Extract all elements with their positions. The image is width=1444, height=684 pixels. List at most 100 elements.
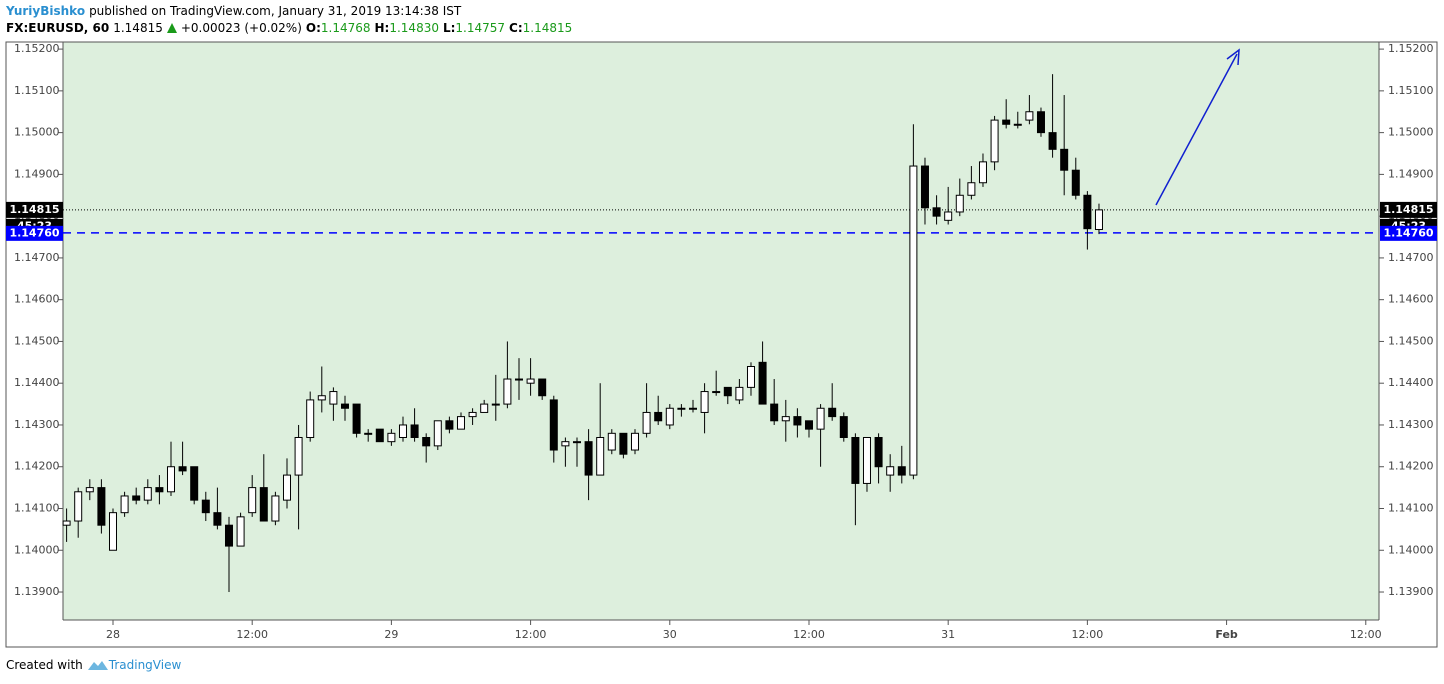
- change: +0.00023 (+0.02%): [180, 21, 302, 35]
- y-tick-label: 1.14700: [1388, 251, 1434, 264]
- candle-body: [1002, 119, 1011, 125]
- candle-body: [723, 386, 732, 397]
- hline-label: 1.14760: [1383, 226, 1433, 239]
- candle-body: [1013, 123, 1022, 126]
- candle-body: [770, 403, 779, 422]
- x-tick-label: 12:00: [515, 628, 547, 641]
- x-tick-label: 29: [384, 628, 398, 641]
- last-price-box: [6, 201, 63, 218]
- x-tick-label: 12:00: [793, 628, 825, 641]
- ohlc-value: 1.14757: [455, 21, 506, 35]
- candle-body: [306, 399, 315, 438]
- candle-body: [630, 432, 639, 451]
- x-tick-label: 12:00: [1350, 628, 1382, 641]
- candle-body: [340, 403, 349, 409]
- y-tick-label: 1.14100: [1388, 501, 1434, 514]
- y-tick-label: 1.15200: [1388, 42, 1434, 55]
- last-price-label: 1.14815: [9, 203, 59, 216]
- y-tick-label: 1.13900: [14, 585, 60, 598]
- arrow-line: [1155, 53, 1238, 206]
- candle-body: [955, 194, 964, 213]
- candle-body: [526, 378, 535, 384]
- y-tick-label: 1.14200: [14, 460, 60, 473]
- candle-body: [828, 407, 837, 418]
- candle-body: [224, 524, 233, 547]
- candle-body: [897, 466, 906, 476]
- candle-body: [178, 466, 187, 472]
- candle-body: [1048, 132, 1057, 150]
- candle-body: [1083, 194, 1092, 230]
- candle-body: [259, 487, 268, 522]
- y-tick-label: 1.15200: [14, 42, 60, 55]
- candle-body: [317, 395, 326, 401]
- publish-line: YuriyBishko published on TradingView.com…: [6, 4, 461, 18]
- y-tick-label: 1.14200: [1388, 460, 1434, 473]
- candle-body: [271, 495, 280, 522]
- author[interactable]: YuriyBishko: [6, 4, 86, 18]
- x-tick-label: 12:00: [236, 628, 268, 641]
- candle-body: [120, 495, 129, 514]
- y-tick-label: 1.14000: [1388, 543, 1434, 556]
- candle-body: [793, 416, 802, 426]
- candle-body: [97, 487, 106, 526]
- candle-body: [213, 512, 222, 526]
- y-tick-label: 1.14300: [14, 418, 60, 431]
- y-tick-label: 1.14600: [1388, 293, 1434, 306]
- candle-body: [665, 407, 674, 426]
- x-tick-label: 30: [663, 628, 677, 641]
- y-tick-label: 1.15000: [14, 126, 60, 139]
- candle-body: [445, 420, 454, 430]
- candle-body: [677, 407, 686, 410]
- candle-body: [572, 441, 581, 444]
- symbol: FX:EURUSD, 60: [6, 21, 110, 35]
- candle-body: [967, 182, 976, 196]
- y-tick-label: 1.13900: [1388, 585, 1434, 598]
- candle-body: [932, 207, 941, 217]
- y-tick-label: 1.14900: [14, 167, 60, 180]
- ohlc-value: 1.14815: [522, 21, 573, 35]
- y-tick-label: 1.14600: [14, 293, 60, 306]
- candle-body: [201, 499, 210, 514]
- tv-logo: [87, 661, 108, 670]
- candle-body: [364, 432, 373, 435]
- candle-body: [688, 407, 697, 410]
- ohlc-label: O:: [305, 21, 321, 35]
- y-tick-label: 1.14300: [1388, 418, 1434, 431]
- candle-body: [920, 165, 929, 209]
- frame: [5, 41, 1438, 648]
- y-tick-label: 1.14700: [14, 251, 60, 264]
- chart: 1.13900 1.13900 1.14000 1.14000 1.14100 1.141…: [5, 41, 1438, 648]
- candle-body: [642, 411, 651, 434]
- candle-body: [804, 420, 813, 430]
- candle-body: [758, 361, 767, 405]
- last-price-label: 1.14815: [1383, 203, 1433, 216]
- candle-body: [607, 432, 616, 451]
- footer-brand[interactable]: TradingView: [108, 658, 182, 672]
- candle-body: [398, 424, 407, 438]
- candle-body: [549, 399, 558, 451]
- y-tick-label: 1.15100: [14, 84, 60, 97]
- candle-body: [1036, 111, 1045, 134]
- y-tick-label: 1.14500: [1388, 334, 1434, 347]
- up-arrow: [166, 23, 177, 33]
- candle-body: [248, 487, 257, 514]
- y-tick-label: 1.15000: [1388, 126, 1434, 139]
- plot-area: [63, 42, 1379, 620]
- ohlc-value: 1.14768: [320, 21, 371, 35]
- candle-body: [503, 378, 512, 405]
- y-tick-label: 1.14000: [14, 543, 60, 556]
- candle-body: [746, 365, 755, 388]
- legend-line: FX:EURUSD, 60 1.14815 +0.00023 (+0.02%) …: [6, 21, 572, 35]
- candle-body: [619, 432, 628, 455]
- candle-body: [816, 407, 825, 430]
- candle-body: [468, 411, 477, 418]
- hline-box: [1380, 225, 1437, 241]
- x-tick-label: 31: [941, 628, 955, 641]
- candle-body: [781, 416, 790, 422]
- candle-body: [851, 436, 860, 484]
- candle-body: [375, 428, 384, 443]
- candle-body: [480, 403, 489, 413]
- candle-body: [62, 520, 71, 526]
- candle-body: [155, 487, 164, 493]
